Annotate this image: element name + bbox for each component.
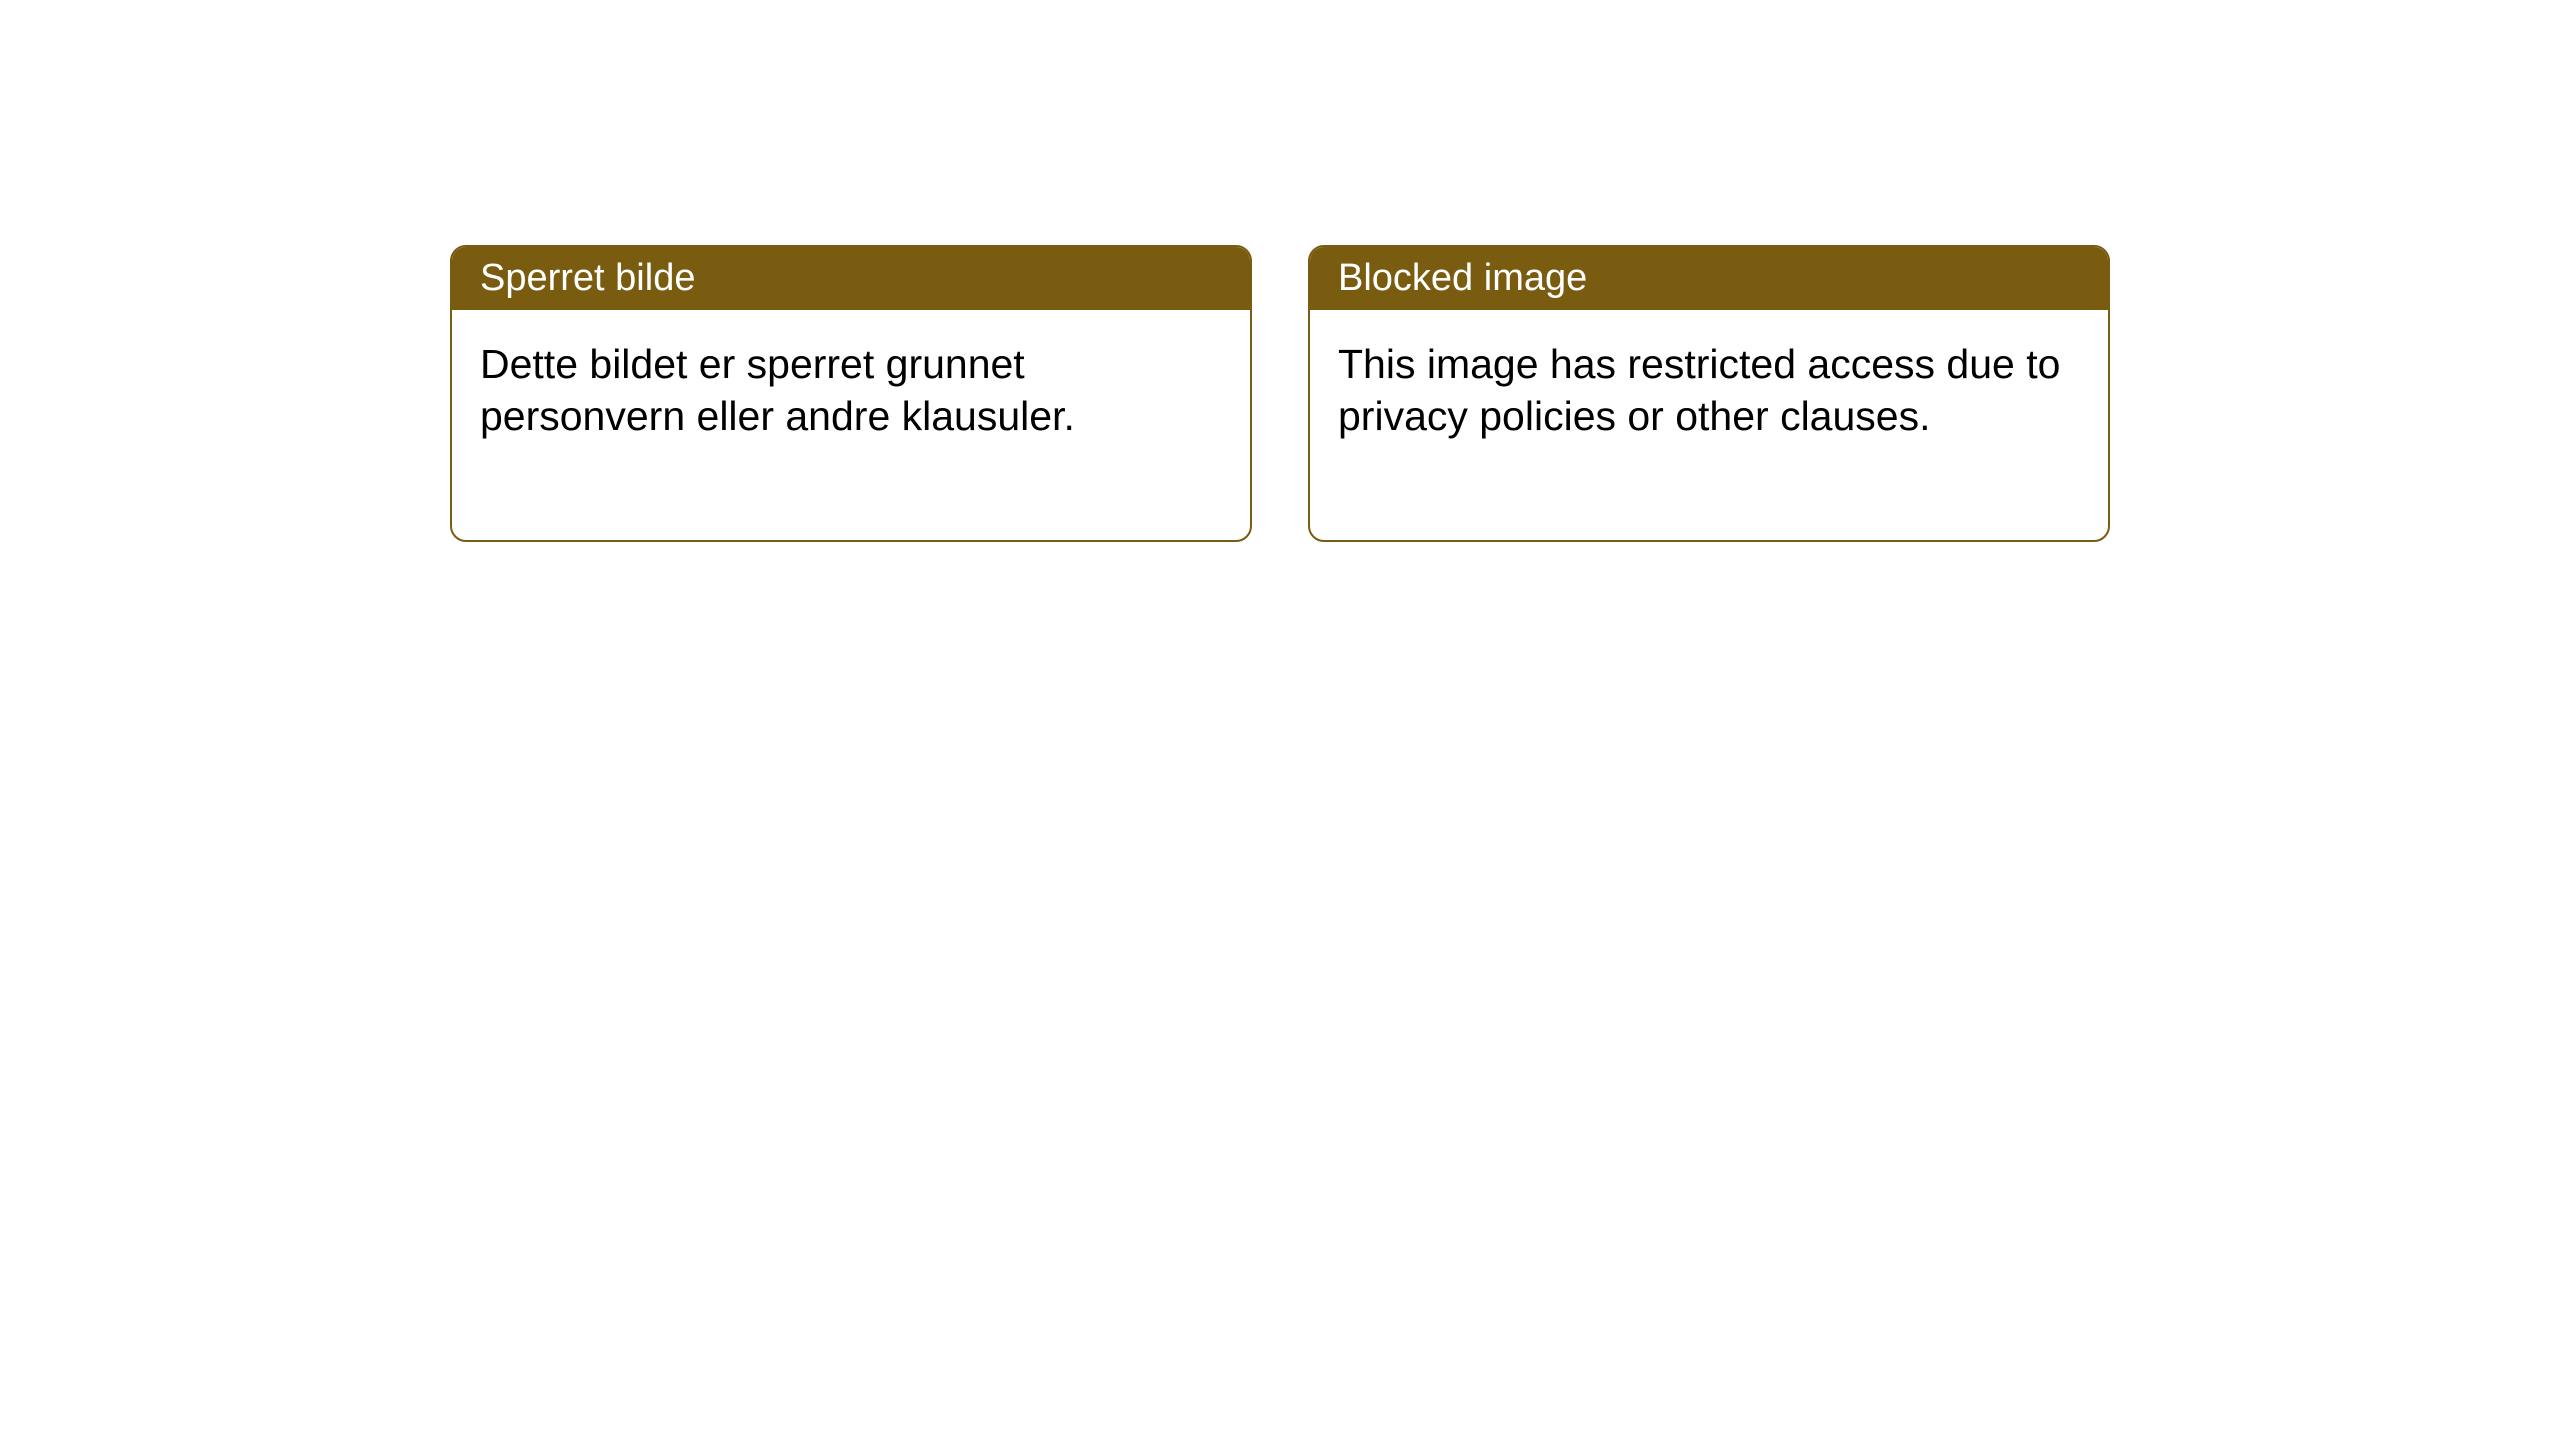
notice-body-norwegian: Dette bildet er sperret grunnet personve… bbox=[452, 310, 1250, 540]
blocked-image-notices: Sperret bilde Dette bildet er sperret gr… bbox=[450, 245, 2110, 542]
notice-card-norwegian: Sperret bilde Dette bildet er sperret gr… bbox=[450, 245, 1252, 542]
notice-title-norwegian: Sperret bilde bbox=[452, 247, 1250, 310]
notice-title-english: Blocked image bbox=[1310, 247, 2108, 310]
notice-body-english: This image has restricted access due to … bbox=[1310, 310, 2108, 540]
notice-card-english: Blocked image This image has restricted … bbox=[1308, 245, 2110, 542]
